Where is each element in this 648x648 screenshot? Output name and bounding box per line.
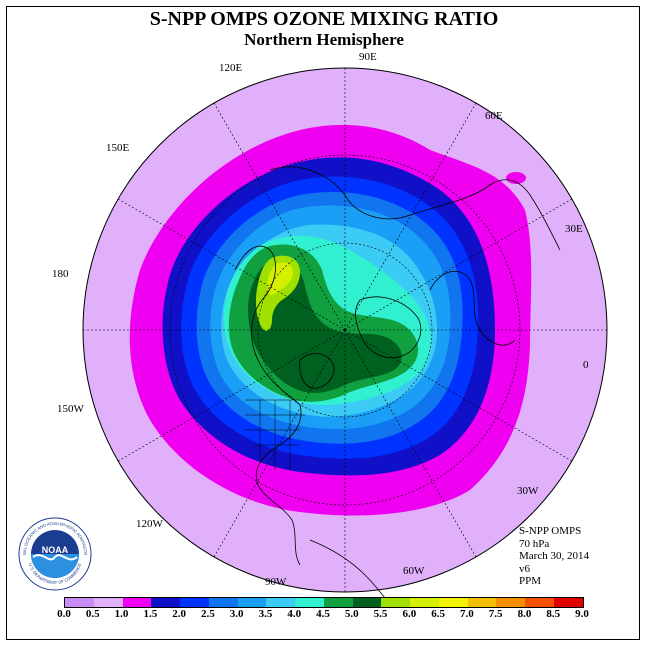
info-level: 70 hPa xyxy=(519,537,550,550)
color-swatch-3 xyxy=(151,598,181,607)
color-swatch-10 xyxy=(352,598,382,607)
coastline-north-america xyxy=(234,245,302,566)
latitude-circle-30 xyxy=(169,154,521,506)
lon-label-60e: 60E xyxy=(485,110,503,122)
lon-label-120w: 120W xyxy=(136,518,163,530)
color-scale-label: 9.0 xyxy=(575,608,589,620)
lon-label-120e: 120E xyxy=(219,62,243,74)
color-swatch-7 xyxy=(266,598,296,607)
color-swatch-8 xyxy=(295,598,324,607)
color-scale-label: 6.0 xyxy=(402,608,417,620)
graticule xyxy=(83,68,607,592)
color-scale-label: 8.0 xyxy=(517,608,532,620)
color-scale-label: 5.5 xyxy=(373,608,388,620)
color-swatch-4 xyxy=(180,598,209,607)
color-scale-label: 7.0 xyxy=(460,608,474,620)
color-scale-label: 0.0 xyxy=(57,608,71,620)
color-scale-label: 2.5 xyxy=(201,608,215,620)
map-frame xyxy=(6,6,640,640)
coastline-south-america xyxy=(309,539,386,599)
info-version: v6 xyxy=(519,562,530,575)
color-swatch-5 xyxy=(208,598,238,607)
lon-label-90w: 90W xyxy=(265,576,287,588)
color-scale-label: 6.5 xyxy=(431,608,445,620)
coastlines xyxy=(234,166,561,599)
contour-6-0 xyxy=(267,262,293,296)
info-date: March 30, 2014 xyxy=(519,550,589,562)
coastline-greenland xyxy=(355,296,422,359)
color-swatch-15 xyxy=(496,598,526,607)
color-swatch-11 xyxy=(381,598,411,607)
color-swatch-0 xyxy=(65,598,94,607)
color-swatch-13 xyxy=(438,598,468,607)
color-scale-label: 3.5 xyxy=(258,608,273,620)
info-instrument: S-NPP OMPS xyxy=(519,525,582,537)
coastline-eurasia xyxy=(269,166,561,251)
color-swatch-16 xyxy=(525,598,555,607)
color-scale-label: 4.0 xyxy=(287,608,302,620)
lon-label-90e: 90E xyxy=(359,51,377,63)
color-scale-label: 7.5 xyxy=(488,608,503,620)
coastline-usa-grid xyxy=(245,399,305,470)
map-title: S-NPP OMPS OZONE MIXING RATIO xyxy=(149,8,499,30)
noaa-logo: NOAA NATIONAL OCEANIC AND ATMOSPHERIC AD… xyxy=(18,517,92,591)
coastline-europe xyxy=(429,270,516,346)
color-swatch-14 xyxy=(467,598,497,607)
color-scale-label: 1.5 xyxy=(143,608,158,620)
logo-text: NOAA xyxy=(42,545,69,555)
lon-label-0: 0 xyxy=(583,359,589,371)
color-scale-bar xyxy=(64,597,584,608)
lon-label-60w: 60W xyxy=(403,565,425,577)
color-swatch-1 xyxy=(93,598,123,607)
ozone-contours xyxy=(129,124,532,516)
info-block: S-NPP OMPS 70 hPa March 30, 2014 v6 PPM xyxy=(519,525,589,588)
color-scale-label: 4.5 xyxy=(316,608,330,620)
info-units: PPM xyxy=(519,575,542,587)
lon-label-150e: 150E xyxy=(106,142,130,154)
lon-label-30w: 30W xyxy=(517,485,539,497)
lon-label-150w: 150W xyxy=(57,403,84,415)
color-scale-label: 2.0 xyxy=(172,608,186,620)
color-scale-label: 3.0 xyxy=(229,608,244,620)
color-scale-label: 1.0 xyxy=(114,608,129,620)
color-scale-label: 8.5 xyxy=(546,608,561,620)
color-swatch-17 xyxy=(554,598,583,607)
lon-label-30e: 30E xyxy=(565,223,583,235)
contour-patch-45e xyxy=(506,172,526,184)
color-swatch-12 xyxy=(410,598,439,607)
color-swatch-9 xyxy=(323,598,353,607)
lon-label-180: 180 xyxy=(52,268,69,280)
color-scale-label: 5.0 xyxy=(344,608,359,620)
color-scale-label: 0.5 xyxy=(85,608,100,620)
coastline-hudson-bay xyxy=(299,353,335,389)
latitude-circle-60 xyxy=(257,242,433,418)
color-swatch-6 xyxy=(237,598,267,607)
map-subtitle: Northern Hemisphere xyxy=(244,30,404,49)
color-swatch-2 xyxy=(122,598,152,607)
